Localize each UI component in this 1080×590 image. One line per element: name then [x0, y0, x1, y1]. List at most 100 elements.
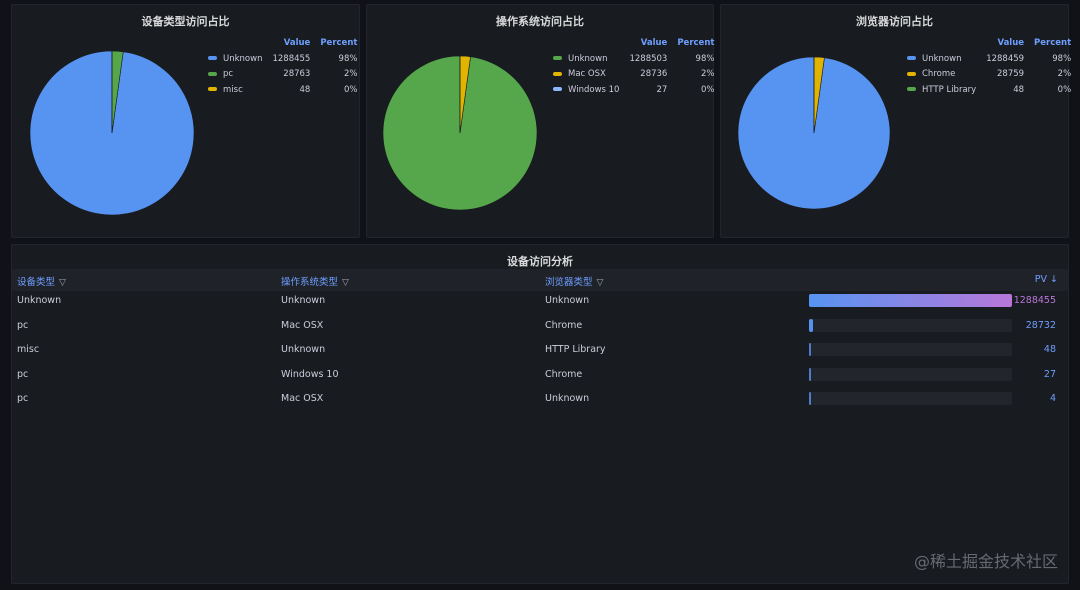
cell-browser: Unknown [545, 295, 590, 306]
pv-gauge [809, 343, 1012, 356]
legend-value-header[interactable]: Value [997, 38, 1025, 48]
panel-title: 操作系统访问占比 [496, 15, 584, 28]
table-row[interactable]: pc Windows 10 Chrome 27 [12, 364, 1068, 389]
pie-panel-browser: 浏览器访问占比 Value Percent Unknown 1288459 98… [720, 4, 1071, 238]
legend-browser: Value Percent Unknown 1288459 98% Chrome… [907, 35, 1071, 98]
pv-gauge [809, 294, 1012, 307]
cell-device: misc [17, 344, 40, 355]
pv-gauge-fill [809, 367, 811, 381]
legend-item[interactable]: misc 48 0% [208, 82, 357, 98]
legend-percent: 2% [700, 69, 715, 80]
pv-gauge-fill [809, 392, 811, 405]
cell-pv: 28732 [1025, 319, 1056, 331]
cell-browser: Chrome [545, 368, 583, 380]
legend-value-header[interactable]: Value [640, 38, 668, 48]
panel-title: 浏览器访问占比 [856, 15, 933, 28]
cell-pv: 27 [1043, 368, 1056, 380]
legend-swatch [208, 56, 217, 61]
cell-os: Mac OSX [281, 393, 324, 404]
cell-pv: 1288455 [1013, 295, 1056, 306]
legend-label: Unknown [223, 53, 263, 64]
legend-percent: 98% [338, 53, 358, 64]
legend-label: pc [223, 69, 234, 80]
legend-item[interactable]: pc 28763 2% [208, 67, 357, 83]
legend-value: 28759 [997, 69, 1025, 80]
legend-swatch [553, 87, 562, 92]
cell-browser: HTTP Library [545, 344, 606, 355]
filter-icon[interactable]: ▽ [59, 278, 66, 288]
legend-label: Unknown [568, 53, 608, 64]
pie-panel-os: 操作系统访问占比 Value Percent Unknown 1288503 9… [366, 4, 714, 238]
legend-os: Value Percent Unknown 1288503 98% Mac OS… [553, 35, 714, 98]
watermark: @稀土掘金技术社区 [913, 552, 1058, 571]
pv-gauge [809, 392, 1012, 405]
table-panel: 设备访问分析 设备类型 ▽ 操作系统类型 ▽ 浏览器类型 ▽ PV ↓ Unknown… [11, 244, 1069, 584]
legend-value-header[interactable]: Value [283, 38, 311, 48]
sort-desc-icon: ↓ [1050, 274, 1058, 285]
cell-os: Unknown [281, 344, 326, 355]
pie-panel-device: 设备类型访问占比 Value Percent Unknown 1288455 9… [11, 4, 360, 238]
legend-value: 27 [656, 84, 668, 95]
legend-value: 28763 [283, 69, 311, 80]
legend-label: Mac OSX [568, 69, 606, 80]
legend-item[interactable]: Windows 10 27 0% [553, 82, 714, 98]
legend-label: Windows 10 [568, 84, 620, 95]
column-label: 操作系统类型 [281, 277, 339, 288]
column-header-browser[interactable]: 浏览器类型 ▽ [545, 274, 603, 288]
cell-device: pc [17, 368, 29, 380]
column-label: 浏览器类型 [545, 277, 593, 288]
cell-browser: Unknown [545, 393, 590, 404]
legend-value: 48 [1013, 84, 1025, 95]
column-header-pv[interactable]: PV ↓ [1035, 274, 1058, 285]
legend-value: 28736 [640, 69, 668, 80]
legend-label: Unknown [922, 53, 962, 64]
table-row[interactable]: pc Mac OSX Unknown 4 [12, 388, 1068, 413]
legend-swatch [208, 71, 217, 76]
column-header-device[interactable]: 设备类型 ▽ [17, 274, 66, 288]
pv-gauge [809, 367, 1012, 381]
legend-percent: 0% [700, 84, 715, 95]
column-label: PV [1034, 274, 1047, 285]
legend-item[interactable]: Mac OSX 28736 2% [553, 67, 714, 83]
legend-label: misc [223, 84, 243, 95]
legend-value: 1288455 [272, 53, 311, 64]
panel-title: 设备类型访问占比 [141, 15, 230, 28]
column-header-os[interactable]: 操作系统类型 ▽ [281, 274, 349, 288]
legend-item[interactable]: Chrome 28759 2% [907, 67, 1071, 83]
legend-percent-header[interactable]: Percent [677, 38, 715, 48]
filter-icon[interactable]: ▽ [342, 278, 349, 288]
cell-browser: Chrome [545, 319, 583, 331]
pv-gauge [809, 318, 1012, 332]
legend-percent: 2% [1057, 69, 1072, 80]
pie-chart-device [29, 50, 195, 216]
legend-percent: 2% [343, 69, 358, 80]
legend-swatch [907, 87, 916, 92]
legend-percent-header[interactable]: Percent [320, 38, 358, 48]
cell-device: Unknown [17, 295, 62, 306]
filter-icon[interactable]: ▽ [596, 278, 604, 288]
legend-value: 1288459 [986, 53, 1025, 64]
table-header: 设备类型 ▽ 操作系统类型 ▽ 浏览器类型 ▽ PV ↓ [12, 269, 1068, 291]
panel-title: 设备访问分析 [507, 255, 573, 268]
pv-gauge-fill [809, 343, 811, 356]
column-label: 设备类型 [17, 277, 56, 288]
cell-pv: 48 [1043, 344, 1056, 355]
legend-percent: 98% [1052, 53, 1072, 64]
legend-item[interactable]: Unknown 1288503 98% [553, 51, 714, 67]
legend-percent: 0% [343, 84, 358, 95]
cell-device: pc [17, 393, 29, 404]
pv-gauge-fill [809, 318, 813, 332]
legend-item[interactable]: Unknown 1288455 98% [208, 51, 357, 67]
legend-swatch [553, 71, 562, 76]
legend-label: Chrome [922, 69, 956, 80]
table-row[interactable]: pc Mac OSX Chrome 28732 [12, 315, 1068, 340]
legend-item[interactable]: HTTP Library 48 0% [907, 82, 1071, 98]
cell-pv: 4 [1049, 393, 1056, 404]
table-row[interactable]: Unknown Unknown Unknown 1288455 [12, 290, 1068, 315]
legend-percent-header[interactable]: Percent [1034, 38, 1072, 48]
cell-device: pc [17, 319, 29, 331]
legend-swatch [907, 71, 916, 76]
legend-percent: 98% [695, 53, 715, 64]
legend-item[interactable]: Unknown 1288459 98% [907, 51, 1071, 67]
table-row[interactable]: misc Unknown HTTP Library 48 [12, 339, 1068, 364]
